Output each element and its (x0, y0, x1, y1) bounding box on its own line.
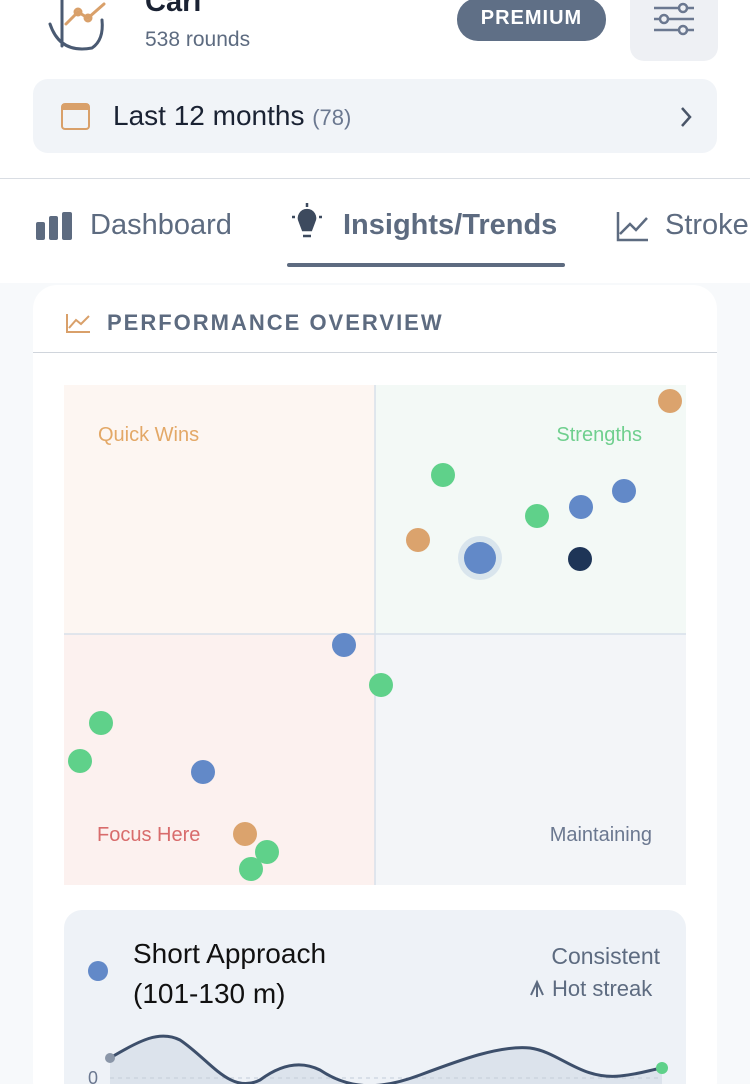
quadrant-label: Strengths (556, 424, 642, 446)
strokes-icon (616, 212, 648, 242)
sparkline-end (656, 1062, 668, 1074)
sparkline-start (105, 1053, 115, 1063)
quadrant-label: Quick Wins (98, 424, 200, 446)
axis-label: 0 (88, 1068, 99, 1088)
quadrant-label: Focus Here (97, 824, 201, 846)
date-filter[interactable] (33, 79, 717, 153)
dot[interactable] (464, 542, 496, 574)
card-icon (66, 314, 90, 333)
detail-trend: Hot streak (552, 976, 653, 1001)
trend-arrow (530, 979, 544, 997)
calendar-icon (61, 103, 90, 130)
dot[interactable] (68, 749, 92, 773)
active-tab-underline (287, 263, 565, 267)
tab[interactable]: Dashboard (90, 209, 232, 241)
quadrant-label: Maintaining (549, 824, 652, 846)
dot[interactable] (658, 389, 682, 413)
dot[interactable] (431, 463, 455, 487)
insights-icon (292, 203, 322, 238)
dot[interactable] (233, 822, 257, 846)
dot[interactable] (239, 857, 263, 881)
round-count: (78) (312, 105, 352, 130)
sparkline (109, 1034, 663, 1084)
period: Last 12 months (113, 100, 305, 131)
dot[interactable] (89, 711, 113, 735)
detail-dot (88, 961, 108, 981)
detail-card[interactable] (64, 910, 686, 1084)
tab-active[interactable]: Insights/Trends (343, 209, 558, 241)
dots (68, 389, 682, 881)
dot[interactable] (568, 547, 592, 571)
detail-status: Consistent (551, 943, 660, 969)
dot[interactable] (332, 633, 356, 657)
dot[interactable] (369, 673, 393, 697)
date-range: Last 12 months (78) (113, 100, 351, 132)
quadrant (64, 385, 375, 634)
dot[interactable] (612, 479, 636, 503)
settings-icon (654, 2, 694, 36)
dashboard-icon (36, 212, 72, 240)
user-name: Carl (145, 0, 202, 18)
quadrant (375, 634, 686, 885)
card-title: PERFORMANCE OVERVIEW (107, 310, 444, 335)
quadrant (64, 634, 375, 885)
premium-badge[interactable] (457, 0, 606, 41)
dot[interactable] (191, 760, 215, 784)
detail-title: Short Approach (101-130 m) (133, 938, 327, 1009)
premium-label: PREMIUM (480, 7, 583, 29)
dot[interactable] (525, 504, 549, 528)
tab[interactable]: Stroke (665, 209, 749, 241)
dot[interactable] (569, 495, 593, 519)
rounds-count: 538 rounds (145, 28, 251, 51)
dot[interactable] (406, 528, 430, 552)
dot[interactable] (255, 840, 279, 864)
logo (48, 0, 106, 51)
chevron (681, 107, 692, 127)
